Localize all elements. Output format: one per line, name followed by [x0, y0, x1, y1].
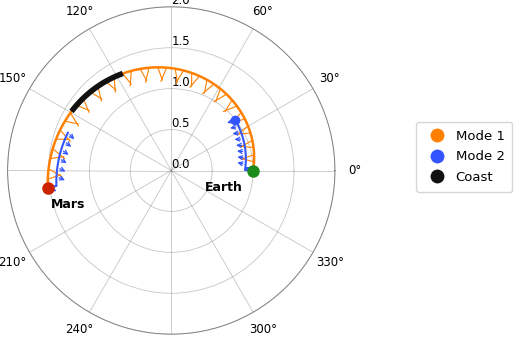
Text: Earth: Earth	[205, 181, 243, 194]
Text: Mars: Mars	[51, 198, 85, 211]
Legend: Mode 1, Mode 2, Coast: Mode 1, Mode 2, Coast	[416, 122, 512, 192]
